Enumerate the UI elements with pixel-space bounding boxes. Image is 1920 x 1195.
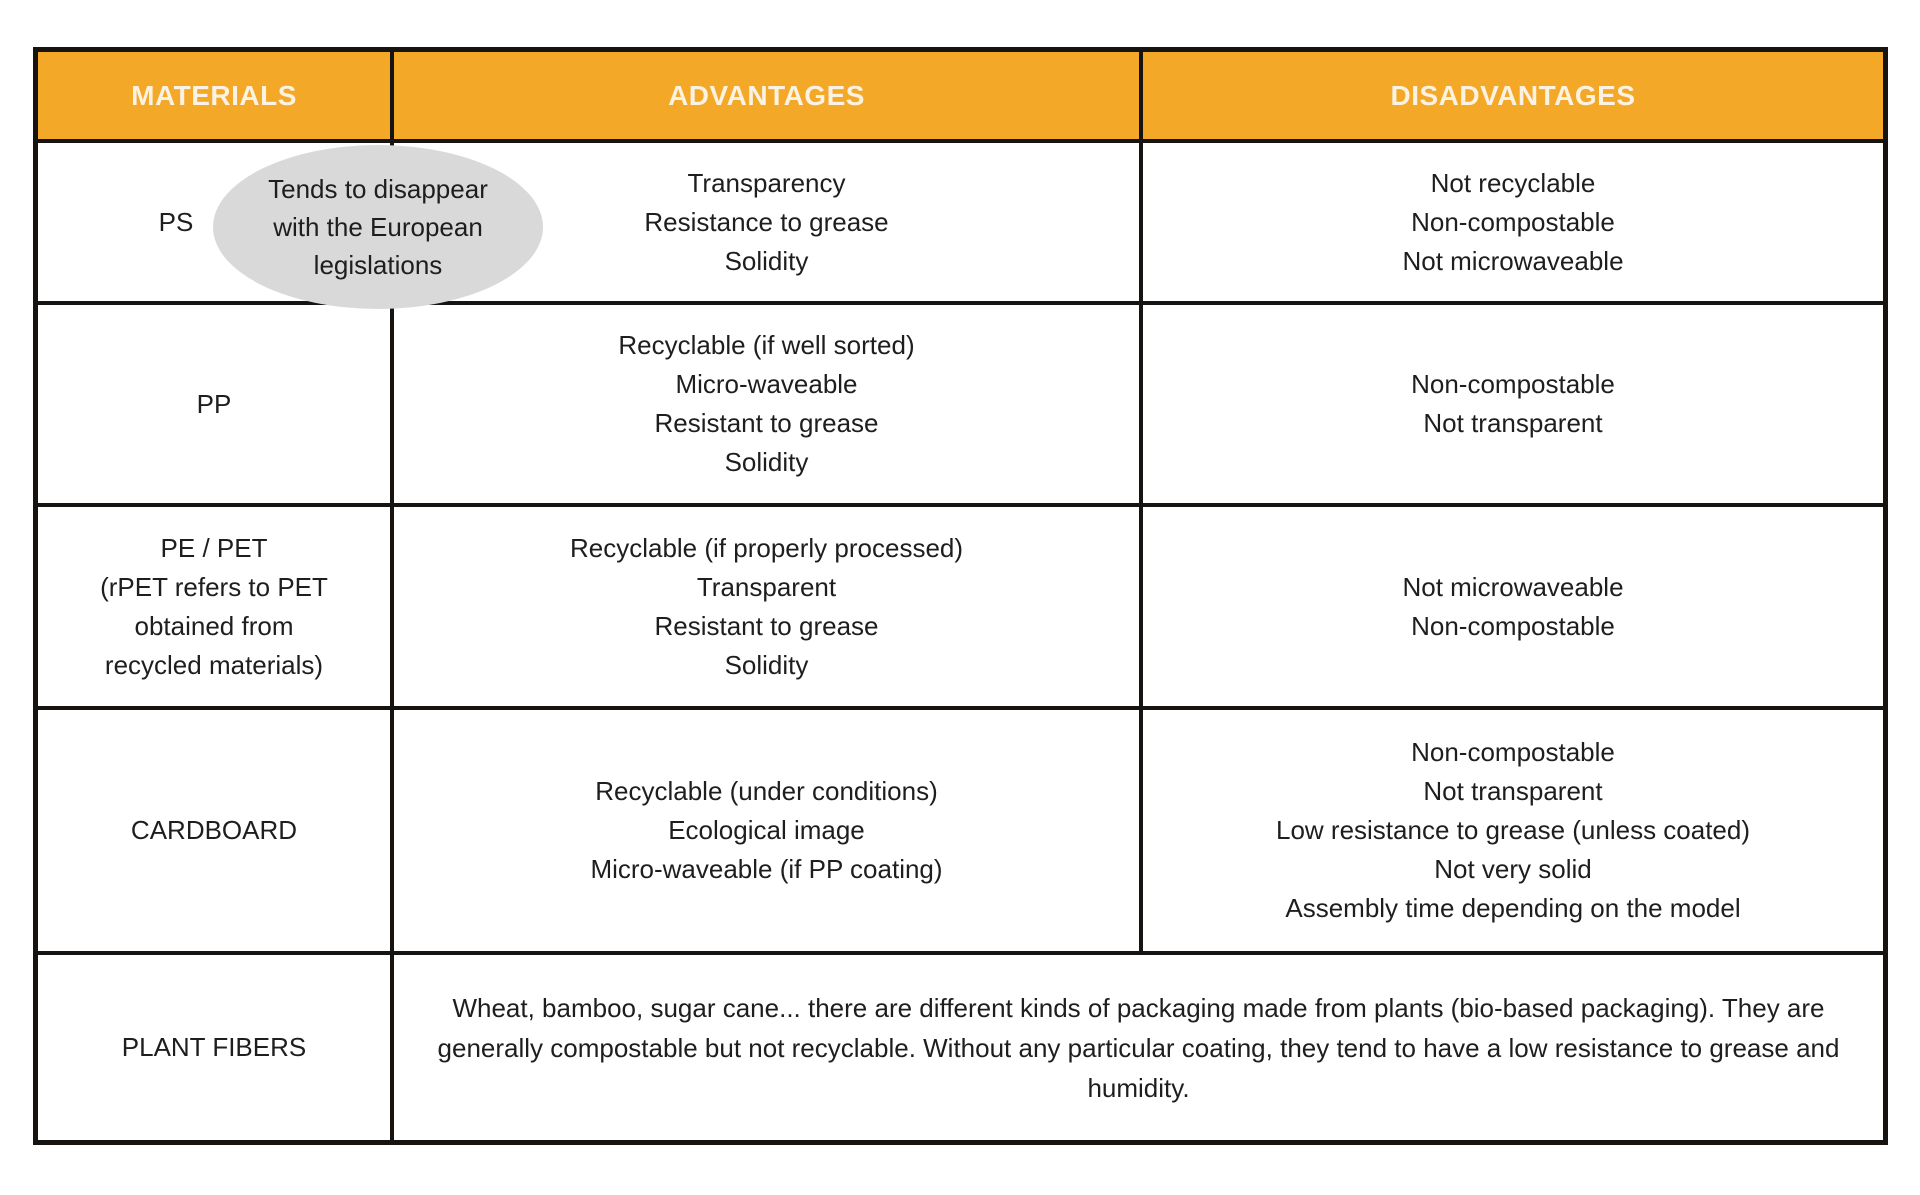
advantage-item: Resistance to grease bbox=[644, 206, 889, 237]
disadvantage-item: Not microwaveable bbox=[1402, 571, 1624, 602]
disadvantage-item: Low resistance to grease (unless coated) bbox=[1275, 815, 1751, 845]
disadvantage-item: Non-compostable bbox=[1411, 206, 1615, 237]
material-label-pp: PP bbox=[196, 388, 232, 419]
advantages-cell-pe-pet: Recyclable (if properly processed) Trans… bbox=[394, 507, 1139, 706]
advantage-item: Resistant to grease bbox=[654, 610, 879, 641]
material-cell-cardboard: CARDBOARD bbox=[38, 710, 390, 951]
disadvantage-item: Not recyclable bbox=[1430, 167, 1596, 198]
disadvantage-item: Not transparent bbox=[1423, 776, 1603, 806]
materials-comparison-table: MATERIALS ADVANTAGES DISADVANTAGES PS Tr… bbox=[33, 47, 1888, 1145]
advantage-item: Transparent bbox=[696, 571, 837, 602]
disadvantage-item: Non-compostable bbox=[1411, 369, 1615, 399]
disadvantage-item: Non-compostable bbox=[1411, 737, 1615, 767]
material-label-ps: PS bbox=[158, 206, 194, 237]
advantage-item: Micro-waveable (if PP coating) bbox=[590, 854, 943, 884]
disadvantage-item: Not transparent bbox=[1423, 408, 1603, 438]
disadvantage-item: Assembly time depending on the model bbox=[1285, 893, 1741, 923]
material-label-cardboard: CARDBOARD bbox=[130, 815, 298, 845]
header-advantages: ADVANTAGES bbox=[394, 52, 1139, 139]
material-cell-pe-pet: PE / PET (rPET refers to PET obtained fr… bbox=[38, 507, 390, 706]
advantage-item: Solidity bbox=[724, 447, 809, 477]
material-label-pe-pet: PE / PET bbox=[160, 532, 268, 563]
advantage-item: Transparency bbox=[687, 167, 846, 198]
disadvantage-item: Not very solid bbox=[1434, 854, 1592, 884]
disadvantages-cell-cardboard: Non-compostable Not transparent Low resi… bbox=[1143, 710, 1883, 951]
plant-fibers-description: Wheat, bamboo, sugar cane... there are d… bbox=[437, 992, 1840, 1103]
advantage-item: Ecological image bbox=[668, 815, 865, 845]
header-disadvantages: DISADVANTAGES bbox=[1143, 52, 1883, 139]
advantage-item: Recyclable (if well sorted) bbox=[618, 330, 915, 360]
advantage-item: Micro-waveable bbox=[675, 369, 858, 399]
disadvantages-cell-pp: Non-compostable Not transparent bbox=[1143, 305, 1883, 503]
ps-note-text: Tends to disappear with the European leg… bbox=[268, 174, 488, 280]
material-cell-plant-fibers: PLANT FIBERS bbox=[38, 955, 390, 1140]
advantages-cell-cardboard: Recyclable (under conditions) Ecological… bbox=[394, 710, 1139, 951]
advantages-cell-pp: Recyclable (if well sorted) Micro-waveab… bbox=[394, 305, 1139, 503]
disadvantages-cell-pe-pet: Not microwaveable Non-compostable bbox=[1143, 507, 1883, 706]
advantage-item: Recyclable (if properly processed) bbox=[569, 532, 964, 563]
advantage-item: Solidity bbox=[724, 245, 809, 276]
advantage-item: Resistant to grease bbox=[654, 408, 879, 438]
ps-note-ellipse: Tends to disappear with the European leg… bbox=[213, 145, 543, 309]
advantage-item: Recyclable (under conditions) bbox=[595, 776, 938, 806]
advantage-item: Solidity bbox=[724, 649, 809, 680]
material-label-plant-fibers: PLANT FIBERS bbox=[121, 1032, 307, 1062]
disadvantage-item: Not microwaveable bbox=[1402, 245, 1624, 276]
header-materials: MATERIALS bbox=[38, 52, 390, 139]
material-cell-pp: PP bbox=[38, 305, 390, 503]
plant-fibers-description-cell: Wheat, bamboo, sugar cane... there are d… bbox=[394, 955, 1883, 1140]
disadvantage-item: Non-compostable bbox=[1411, 610, 1615, 641]
material-note-pe-pet: (rPET refers to PET obtained from recycl… bbox=[100, 571, 328, 680]
disadvantages-cell-ps: Not recyclable Non-compostable Not micro… bbox=[1143, 143, 1883, 301]
